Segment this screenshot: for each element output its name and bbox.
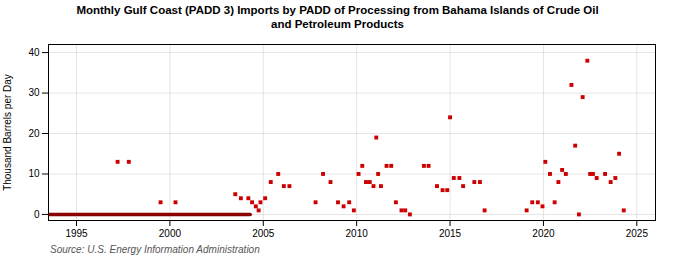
svg-text:1995: 1995: [65, 227, 88, 238]
svg-text:0: 0: [34, 208, 40, 219]
svg-text:20: 20: [28, 127, 40, 138]
svg-text:40: 40: [28, 47, 40, 58]
svg-text:2015: 2015: [439, 227, 462, 238]
svg-text:2010: 2010: [346, 227, 369, 238]
svg-text:Thousand Barrels per Day: Thousand Barrels per Day: [2, 74, 13, 191]
svg-text:2025: 2025: [626, 227, 649, 238]
svg-text:10: 10: [28, 168, 40, 179]
svg-text:2000: 2000: [159, 227, 182, 238]
svg-text:2005: 2005: [252, 227, 275, 238]
html-text:Monthly Gulf Coast (PADD 3) Im: Monthly Gulf Coast (PADD 3) Imports by P…: [76, 4, 599, 31]
html-text:Source: U.S. Energy Informatio: Source: U.S. Energy Information Administ…: [50, 243, 260, 255]
svg-text:30: 30: [28, 87, 40, 98]
svg-text:2020: 2020: [532, 227, 555, 238]
